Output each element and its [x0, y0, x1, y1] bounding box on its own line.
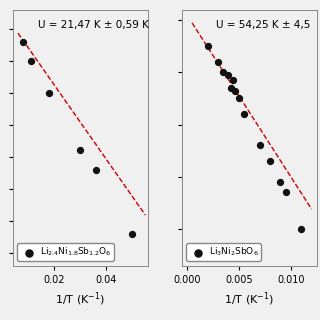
Point — [226, 72, 231, 77]
Point — [47, 90, 52, 95]
Point — [299, 227, 304, 232]
Legend: Li$_3$Ni$_2$SbO$_6$: Li$_3$Ni$_2$SbO$_6$ — [186, 243, 261, 261]
Point — [230, 77, 235, 83]
Point — [228, 85, 233, 91]
Point — [78, 148, 83, 153]
Point — [268, 158, 273, 164]
Point — [215, 59, 220, 64]
Point — [221, 70, 226, 75]
Point — [278, 180, 283, 185]
Text: U = 21,47 K ± 0,59 K: U = 21,47 K ± 0,59 K — [38, 20, 149, 30]
Point — [130, 231, 135, 236]
X-axis label: 1/T (K$^{-1}$): 1/T (K$^{-1}$) — [224, 290, 274, 308]
Point — [205, 44, 210, 49]
Point — [242, 112, 247, 117]
Point — [28, 58, 34, 63]
X-axis label: 1/T (K$^{-1}$): 1/T (K$^{-1}$) — [55, 290, 105, 308]
Point — [283, 190, 288, 195]
Text: U = 54,25 K ± 4,5: U = 54,25 K ± 4,5 — [216, 20, 310, 30]
Point — [20, 39, 26, 44]
Legend: Li$_{2.4}$Ni$_{1.8}$Sb$_{1.2}$O$_6$: Li$_{2.4}$Ni$_{1.8}$Sb$_{1.2}$O$_6$ — [17, 243, 114, 261]
Point — [236, 96, 241, 101]
Point — [232, 88, 237, 93]
Point — [257, 143, 262, 148]
Point — [93, 167, 99, 172]
